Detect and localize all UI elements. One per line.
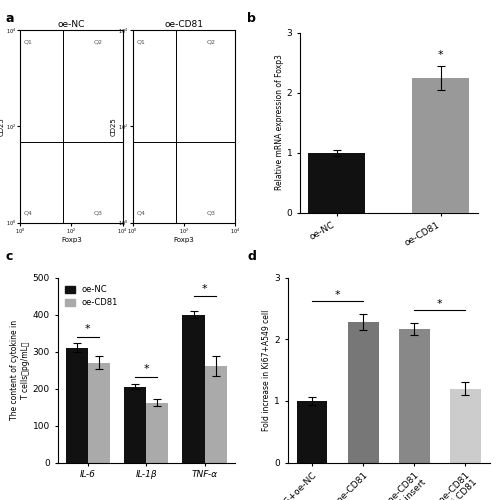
Text: Q2: Q2 [206, 40, 216, 44]
Text: *: * [85, 324, 90, 334]
Bar [399, 328, 430, 462]
Y-axis label: The content of cytokine in
T cells（pg/mL）: The content of cytokine in T cells（pg/mL… [10, 320, 30, 420]
Text: *: * [335, 290, 340, 300]
Title: oe-CD81: oe-CD81 [164, 20, 203, 29]
Bar [182, 314, 204, 462]
Text: Q4: Q4 [24, 211, 33, 216]
Bar [204, 366, 227, 462]
X-axis label: Foxp3: Foxp3 [174, 238, 194, 244]
Text: *: * [437, 299, 442, 309]
Text: Q1: Q1 [24, 40, 33, 44]
Y-axis label: CD25: CD25 [0, 117, 4, 136]
Bar [124, 386, 146, 462]
Text: a: a [5, 12, 14, 26]
Text: Q3: Q3 [206, 211, 216, 216]
Bar [348, 322, 378, 462]
Y-axis label: Fold increase in Ki67+A549 cell: Fold increase in Ki67+A549 cell [262, 310, 272, 430]
Y-axis label: CD25: CD25 [110, 117, 116, 136]
Text: Q1: Q1 [136, 40, 145, 44]
Text: Q4: Q4 [136, 211, 145, 216]
Bar [296, 401, 328, 462]
Text: *: * [202, 284, 207, 294]
Text: *: * [144, 364, 149, 374]
Legend: oe-NC, oe-CD81: oe-NC, oe-CD81 [62, 282, 122, 310]
Text: c: c [5, 250, 12, 263]
Bar [412, 78, 470, 212]
Bar [450, 388, 481, 462]
Text: *: * [438, 50, 444, 59]
X-axis label: Foxp3: Foxp3 [61, 238, 82, 244]
Bar [308, 152, 366, 212]
Bar [66, 348, 88, 463]
Text: Q2: Q2 [94, 40, 103, 44]
Text: Q3: Q3 [94, 211, 103, 216]
Y-axis label: Relative mRNA expression of Foxp3: Relative mRNA expression of Foxp3 [275, 54, 284, 190]
Text: b: b [248, 12, 256, 26]
Text: d: d [248, 250, 256, 263]
Bar [88, 362, 110, 462]
Bar [146, 402, 169, 462]
Title: oe-NC: oe-NC [58, 20, 85, 29]
